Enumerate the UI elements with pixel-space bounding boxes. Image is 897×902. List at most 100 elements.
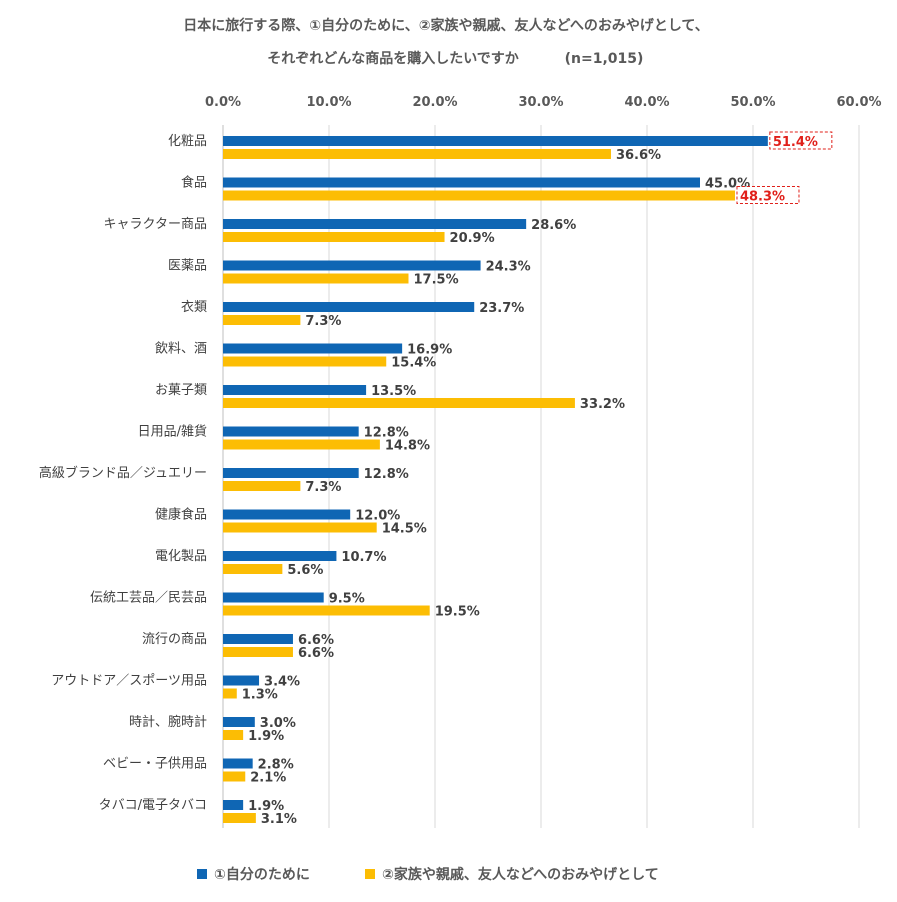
data-label: 1.9% (248, 799, 284, 814)
category-label: 健康食品 (155, 507, 207, 523)
bar (223, 800, 244, 810)
highlight-box (736, 186, 800, 204)
data-label: 2.1% (250, 771, 286, 786)
data-label: 16.9% (407, 343, 452, 358)
bar (223, 730, 244, 740)
x-tick-label: 0.0% (205, 95, 241, 110)
legend-swatch-self (197, 869, 207, 879)
bar (223, 136, 768, 146)
data-label: 3.1% (261, 812, 297, 827)
data-label: 36.6% (616, 148, 661, 163)
chart-title-line1: 日本に旅行する際、①自分のために、②家族や親戚、友人などへのおみやげとして、 (183, 17, 708, 34)
bar (223, 551, 337, 561)
data-label: 1.3% (242, 688, 278, 703)
category-label: 飲料、酒 (155, 341, 207, 357)
bar (223, 177, 700, 188)
bar (223, 468, 359, 478)
data-label: 28.6% (531, 218, 576, 233)
x-tick-label: 20.0% (412, 95, 457, 110)
category-label: 医薬品 (168, 259, 207, 274)
data-label: 14.5% (382, 522, 427, 537)
data-label: 15.4% (391, 356, 436, 371)
category-label: 日用品/雑貨 (138, 424, 207, 440)
bar (223, 758, 253, 769)
data-label: 9.5% (329, 592, 365, 607)
bar (223, 634, 293, 644)
x-tick-label: 60.0% (836, 95, 881, 110)
bar (223, 426, 359, 437)
legend-swatch-gift (365, 869, 375, 879)
data-label: 12.8% (364, 426, 409, 441)
category-label: アウトドア／スポーツ用品 (51, 674, 207, 689)
data-label: 7.3% (305, 314, 341, 329)
category-label: 化粧品 (168, 134, 207, 149)
category-label: 伝統工芸品／民芸品 (90, 590, 207, 606)
bar (223, 260, 481, 271)
x-tick-label: 50.0% (730, 95, 775, 110)
chart-title-line2: それぞれどんな商品を購入したいですか (267, 50, 519, 67)
category-label: 電化製品 (155, 549, 207, 564)
bar (223, 509, 351, 520)
category-label: ベビー・子供用品 (103, 757, 207, 772)
bar (223, 439, 380, 450)
bar (223, 343, 403, 354)
bar (223, 675, 260, 686)
bar (223, 717, 255, 727)
category-label: タバコ/電子タバコ (99, 798, 207, 813)
bar (223, 356, 387, 367)
bar (223, 385, 367, 395)
bar (223, 273, 409, 284)
bar (223, 398, 575, 408)
category-label: 時計、腕時計 (129, 714, 207, 730)
data-labels: 51.4%45.0%28.6%24.3%23.7%16.9%13.5%12.8%… (242, 131, 833, 827)
data-label: 17.5% (414, 273, 459, 288)
legend-label-gift: ②家族や親戚、友人などへのおみやげとして (382, 866, 659, 883)
bar (223, 592, 324, 603)
data-label: 19.5% (435, 605, 480, 620)
category-label: キャラクター商品 (104, 217, 207, 232)
data-label: 23.7% (479, 301, 524, 316)
data-label: 51.4% (773, 135, 818, 150)
data-label: 3.0% (260, 716, 296, 731)
x-axis-tick-labels: 0.0% 10.0% 20.0% 30.0% 40.0% 50.0% 60.0% (205, 95, 882, 110)
data-label: 14.8% (385, 439, 430, 454)
data-label: 13.5% (371, 384, 416, 399)
data-label: 10.7% (341, 550, 386, 565)
bar (223, 813, 256, 823)
data-label: 1.9% (248, 729, 284, 744)
data-label: 12.8% (364, 467, 409, 482)
category-labels: 化粧品食品キャラクター商品医薬品衣類飲料、酒お菓子類日用品/雑貨高級ブランド品／… (39, 134, 207, 813)
data-label: 7.3% (305, 480, 341, 495)
data-label: 20.9% (450, 231, 495, 246)
data-label: 12.0% (355, 509, 400, 524)
bar (223, 302, 475, 312)
bar (223, 232, 445, 242)
data-label: 2.8% (258, 758, 294, 773)
x-tick-label: 40.0% (624, 95, 669, 110)
data-label: 24.3% (486, 260, 531, 275)
bar (223, 688, 237, 699)
bar (223, 219, 527, 229)
data-label: 3.4% (264, 675, 300, 690)
data-label: 48.3% (740, 190, 785, 205)
x-tick-label: 10.0% (306, 95, 351, 110)
legend-label-self: ①自分のために (214, 866, 310, 883)
bar (223, 605, 430, 616)
bar (223, 771, 246, 782)
bar (223, 647, 293, 657)
highlight-box (769, 131, 833, 150)
legend: ①自分のために ②家族や親戚、友人などへのおみやげとして (197, 866, 659, 883)
data-label: 6.6% (298, 646, 334, 661)
bar (223, 522, 377, 533)
bars (223, 136, 768, 823)
bar (223, 315, 301, 325)
bar (223, 149, 611, 159)
x-tick-label: 30.0% (518, 95, 563, 110)
category-label: お菓子類 (155, 383, 207, 398)
data-label: 5.6% (287, 563, 323, 578)
data-label: 33.2% (580, 397, 625, 412)
bar (223, 564, 283, 574)
category-label: 流行の商品 (142, 632, 207, 647)
bar (223, 190, 735, 201)
